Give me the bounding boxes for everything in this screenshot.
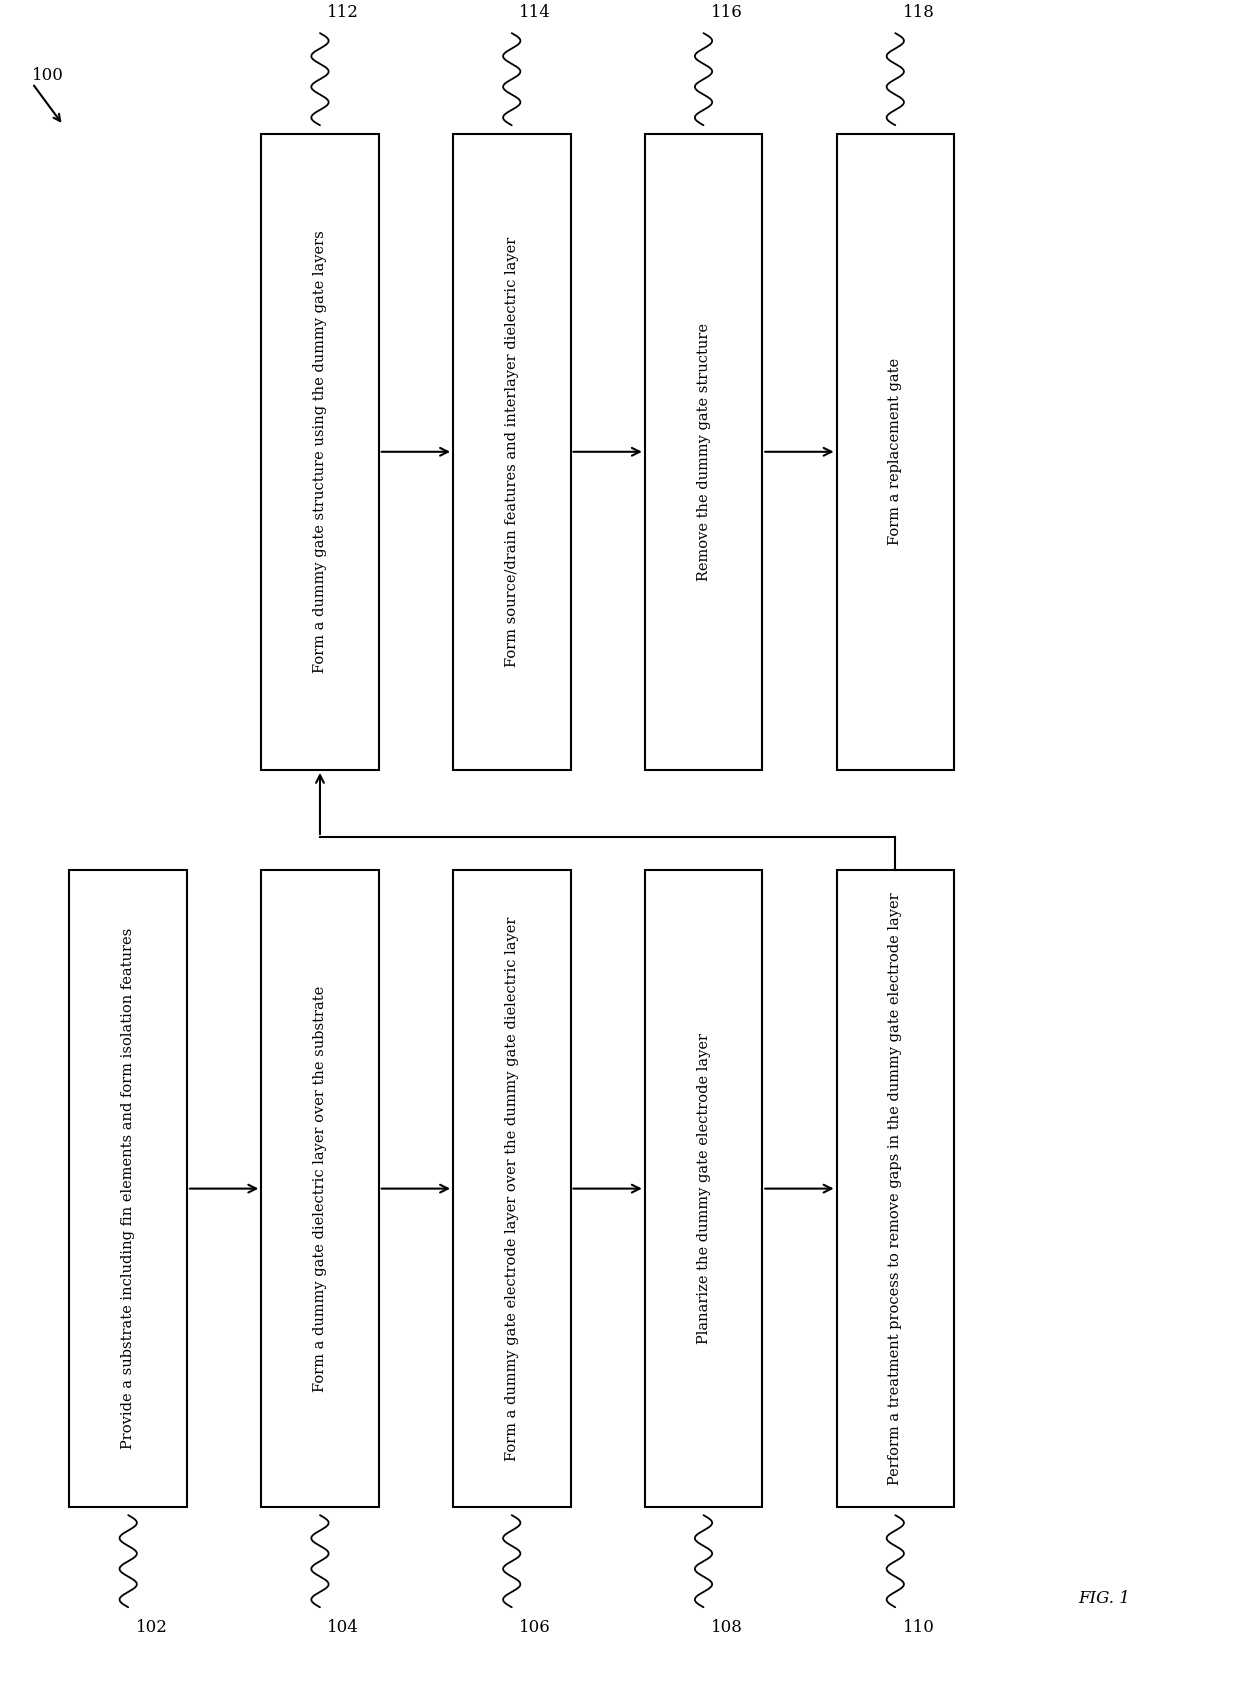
Text: 100: 100 <box>32 67 64 84</box>
Text: Remove the dummy gate structure: Remove the dummy gate structure <box>697 323 711 581</box>
Bar <box>262 133 378 770</box>
Text: Form a dummy gate dielectric layer over the substrate: Form a dummy gate dielectric layer over … <box>312 985 327 1391</box>
Text: 118: 118 <box>903 5 935 22</box>
Bar <box>69 871 187 1507</box>
Text: Form a replacement gate: Form a replacement gate <box>888 359 903 546</box>
Bar <box>453 133 570 770</box>
Text: 108: 108 <box>711 1618 743 1635</box>
Text: 110: 110 <box>903 1618 935 1635</box>
Bar <box>453 871 570 1507</box>
Text: 112: 112 <box>327 5 360 22</box>
Bar <box>262 871 378 1507</box>
Text: 102: 102 <box>135 1618 167 1635</box>
Text: Form a dummy gate electrode layer over the dummy gate dielectric layer: Form a dummy gate electrode layer over t… <box>505 916 518 1460</box>
Text: Form a dummy gate structure using the dummy gate layers: Form a dummy gate structure using the du… <box>312 231 327 674</box>
Text: 116: 116 <box>711 5 743 22</box>
Text: 106: 106 <box>520 1618 551 1635</box>
Bar <box>645 871 763 1507</box>
Text: Planarize the dummy gate electrode layer: Planarize the dummy gate electrode layer <box>697 1032 711 1344</box>
Bar <box>837 133 954 770</box>
Bar <box>837 871 954 1507</box>
Bar <box>645 133 763 770</box>
Text: Provide a substrate including fin elements and form isolation features: Provide a substrate including fin elemen… <box>122 928 135 1450</box>
Text: 104: 104 <box>327 1618 360 1635</box>
Text: Perform a treatment process to remove gaps in the dummy gate electrode layer: Perform a treatment process to remove ga… <box>888 893 903 1485</box>
Text: FIG. 1: FIG. 1 <box>1078 1590 1130 1608</box>
Text: 114: 114 <box>520 5 551 22</box>
Text: Form source/drain features and interlayer dielectric layer: Form source/drain features and interlaye… <box>505 237 518 667</box>
